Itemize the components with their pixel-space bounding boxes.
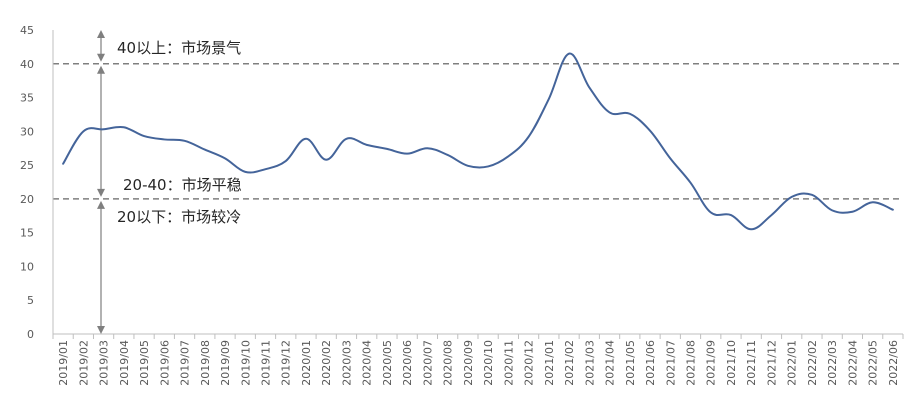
y-tick-label: 35 xyxy=(20,92,34,105)
y-axis-ticks: 0 5 10 15 20 25 30 35 40 45 xyxy=(20,24,34,341)
x-tick-label: 2021/06 xyxy=(644,340,657,386)
x-tick-label: 2019/07 xyxy=(179,340,192,386)
y-tick-label: 15 xyxy=(20,227,34,240)
x-tick-label: 2019/10 xyxy=(239,340,252,386)
x-tick-label: 2021/09 xyxy=(705,340,718,386)
x-tick-label: 2020/10 xyxy=(482,340,495,386)
annotation-below-20: 20以下：市场较冷 xyxy=(117,208,241,226)
x-tick-label: 2020/02 xyxy=(320,340,333,386)
x-tick-label: 2020/04 xyxy=(361,340,374,386)
arrowhead-down xyxy=(97,188,105,197)
series-line xyxy=(62,52,894,231)
x-tick-label: 2019/04 xyxy=(118,340,131,386)
arrowhead-up xyxy=(97,30,105,38)
x-tick-label: 2020/12 xyxy=(523,340,536,386)
x-tick-label: 2022/03 xyxy=(826,340,839,386)
annotation-20-40: 20-40：市场平稳 xyxy=(123,176,242,194)
x-tick-label: 2022/04 xyxy=(846,340,859,386)
arrowhead-up xyxy=(97,200,105,209)
x-tick-label: 2020/06 xyxy=(401,340,414,386)
y-tick-label: 20 xyxy=(20,193,34,206)
x-tick-label: 2020/05 xyxy=(381,340,394,386)
x-tick-label: 2021/11 xyxy=(745,340,758,386)
annotations: 40以上：市场景气 20-40：市场平稳 20以下：市场较冷 xyxy=(117,39,242,226)
x-tick-label: 2021/01 xyxy=(543,340,556,386)
x-tick-label: 2021/12 xyxy=(765,340,778,386)
y-tick-label: 40 xyxy=(20,58,34,71)
x-tick-label: 2020/03 xyxy=(340,340,353,386)
y-tick-label: 0 xyxy=(27,328,34,341)
x-tick-label: 2020/07 xyxy=(421,340,434,386)
x-tick-label: 2019/02 xyxy=(77,340,90,386)
annotation-above-40: 40以上：市场景气 xyxy=(117,39,241,57)
arrowhead-up xyxy=(97,65,105,74)
range-arrows xyxy=(97,30,105,334)
x-tick-label: 2020/01 xyxy=(300,340,313,386)
x-tick-label: 2022/02 xyxy=(806,340,819,386)
x-tick-label: 2019/08 xyxy=(199,340,212,386)
x-tick-label: 2021/02 xyxy=(563,340,576,386)
x-tick-label: 2022/06 xyxy=(887,340,900,386)
y-tick-label: 25 xyxy=(20,159,34,172)
y-tick-label: 10 xyxy=(20,260,34,273)
x-tick-label: 2021/10 xyxy=(725,340,738,386)
x-tick-label: 2019/05 xyxy=(138,340,151,386)
x-tick-label: 2019/06 xyxy=(158,340,171,386)
x-tick-label: 2019/12 xyxy=(280,340,293,386)
x-tick-label: 2021/03 xyxy=(583,340,596,386)
y-tick-label: 5 xyxy=(27,294,34,307)
arrowhead-down xyxy=(97,326,105,334)
x-tick-label: 2021/08 xyxy=(685,340,698,386)
arrowhead-down xyxy=(97,53,105,62)
x-tick-label: 2020/09 xyxy=(462,340,475,386)
x-tick-label: 2021/07 xyxy=(664,340,677,386)
x-tick-label: 2021/04 xyxy=(604,340,617,386)
x-axis-ticks: 2019/01 2019/02 2019/03 2019/04 2019/05 2019/… xyxy=(52,334,904,386)
x-tick-label: 2022/01 xyxy=(786,340,799,386)
reference-lines xyxy=(53,63,903,200)
x-tick-label: 2019/03 xyxy=(98,340,111,386)
y-tick-label: 45 xyxy=(20,24,34,37)
x-tick-label: 2020/11 xyxy=(502,340,515,386)
x-tick-label: 2019/11 xyxy=(260,340,273,386)
x-tick-label: 2019/01 xyxy=(57,340,70,386)
y-tick-label: 30 xyxy=(20,125,34,138)
x-tick-label: 2020/08 xyxy=(442,340,455,386)
x-tick-label: 2019/09 xyxy=(219,340,232,386)
x-tick-label: 2021/05 xyxy=(624,340,637,386)
x-tick-label: 2022/05 xyxy=(867,340,880,386)
